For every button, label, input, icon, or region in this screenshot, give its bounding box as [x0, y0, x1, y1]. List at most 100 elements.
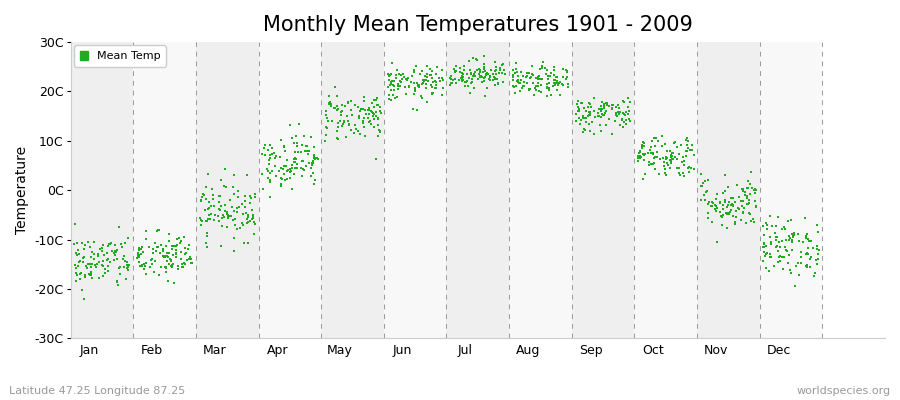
Point: [169, 250, 184, 256]
Point: [592, 121, 607, 128]
Point: [549, 74, 563, 80]
Point: [582, 109, 597, 116]
Point: [170, 242, 184, 248]
Point: [621, 110, 635, 117]
Point: [425, 68, 439, 74]
Point: [617, 111, 632, 118]
Point: [708, 202, 723, 208]
Point: [571, 108, 585, 114]
Point: [585, 119, 599, 126]
Point: [618, 108, 633, 115]
Point: [723, 208, 737, 215]
Point: [322, 101, 337, 107]
Point: [110, 256, 124, 262]
Point: [539, 70, 554, 77]
Point: [726, 195, 741, 201]
Point: [582, 112, 597, 119]
Point: [665, 156, 680, 162]
Point: [749, 203, 763, 210]
Point: [395, 76, 410, 82]
Point: [572, 106, 587, 112]
Point: [700, 201, 715, 208]
Point: [468, 72, 482, 79]
Point: [636, 138, 651, 145]
Point: [559, 76, 573, 82]
Point: [634, 142, 649, 148]
Point: [217, 183, 231, 189]
Point: [68, 270, 83, 276]
Point: [455, 73, 470, 79]
Point: [680, 148, 694, 154]
Point: [165, 246, 179, 252]
Point: [663, 165, 678, 171]
Point: [454, 75, 468, 81]
Point: [194, 198, 209, 204]
Point: [261, 147, 275, 154]
Point: [535, 63, 549, 70]
Point: [338, 103, 352, 110]
Point: [660, 155, 674, 161]
Point: [581, 109, 596, 115]
Point: [309, 155, 323, 161]
Point: [634, 154, 648, 160]
Point: [389, 72, 403, 78]
Point: [296, 166, 310, 172]
Point: [455, 76, 470, 82]
Point: [670, 165, 684, 171]
Point: [261, 174, 275, 181]
Point: [610, 109, 625, 116]
Point: [455, 77, 470, 83]
Point: [194, 194, 209, 201]
Point: [118, 258, 132, 264]
Point: [302, 148, 317, 154]
Point: [548, 80, 562, 87]
Point: [108, 252, 122, 258]
Point: [319, 112, 333, 118]
Point: [289, 155, 303, 162]
Point: [786, 234, 800, 240]
Point: [96, 263, 111, 269]
Point: [248, 221, 262, 228]
Point: [474, 74, 489, 81]
Point: [621, 104, 635, 110]
Point: [165, 264, 179, 270]
Point: [477, 78, 491, 84]
Point: [724, 195, 738, 201]
Point: [580, 108, 594, 115]
Point: [415, 95, 429, 101]
Point: [794, 248, 808, 255]
Point: [283, 122, 297, 128]
Point: [611, 102, 625, 108]
Point: [145, 256, 159, 262]
Point: [572, 98, 586, 104]
Point: [425, 90, 439, 96]
Point: [612, 105, 626, 111]
Point: [579, 119, 593, 126]
Point: [582, 99, 597, 106]
Point: [659, 154, 673, 160]
Point: [598, 110, 612, 117]
Point: [277, 171, 292, 177]
Point: [757, 232, 771, 238]
Point: [261, 167, 275, 174]
Point: [267, 150, 282, 157]
Point: [535, 81, 549, 88]
Point: [654, 133, 669, 140]
Point: [178, 244, 193, 251]
Point: [495, 69, 509, 76]
Point: [509, 69, 524, 76]
Point: [154, 242, 168, 248]
Point: [546, 80, 561, 86]
Point: [796, 239, 810, 245]
Point: [263, 169, 277, 176]
Point: [623, 99, 637, 105]
Point: [166, 280, 181, 286]
Point: [555, 66, 570, 72]
Point: [177, 234, 192, 240]
Point: [801, 238, 815, 244]
Point: [160, 254, 175, 260]
Point: [804, 254, 818, 260]
Point: [230, 226, 244, 233]
Point: [800, 236, 814, 242]
Point: [538, 64, 553, 71]
